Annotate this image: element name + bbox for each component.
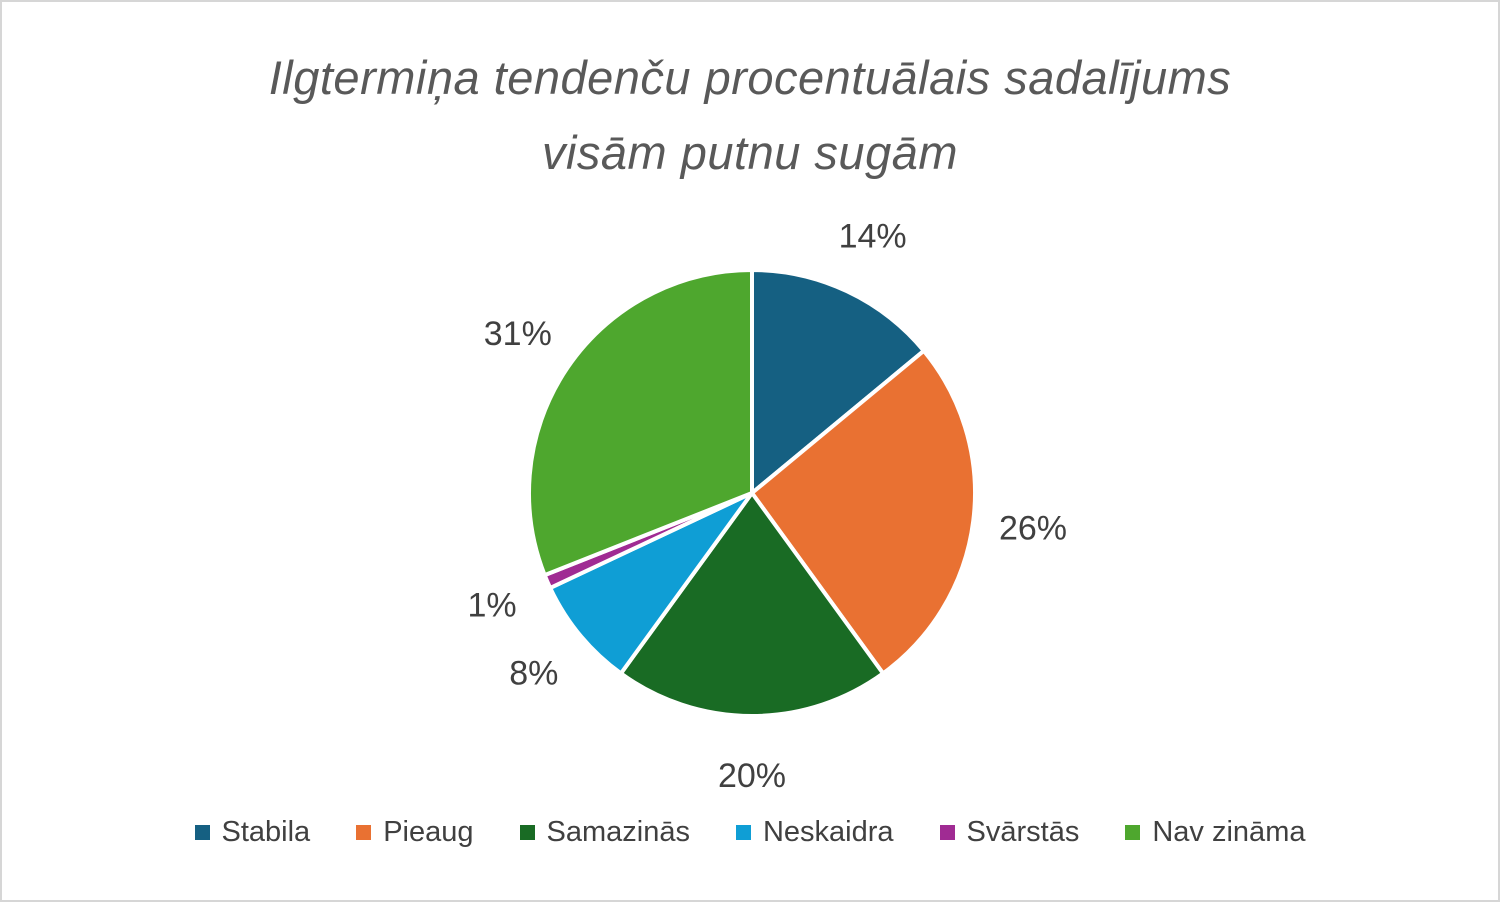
chart-title-line-2: visām putnu sugām	[541, 126, 959, 180]
legend-swatch	[939, 825, 955, 840]
pie-slice-stabila	[750, 268, 926, 495]
legend-item-pieaug: Pieaug	[356, 816, 474, 849]
pie-slice-pieaug	[750, 348, 977, 676]
legend-swatch	[1125, 825, 1141, 840]
legend-item-samazin-s: Samazinās	[519, 816, 690, 849]
legend-label: Svārstās	[966, 816, 1080, 848]
legend-item-stabila: Stabila	[194, 816, 311, 849]
legend-label: Samazinās	[546, 816, 690, 848]
data-label-sv-rst-s: 1%	[468, 587, 517, 625]
data-label-neskaidra: 8%	[509, 655, 558, 693]
legend: Stabila Pieaug Samazinās Neskaidra Svārstās N…	[2, 816, 1498, 849]
legend-label: Nav zināma	[1152, 816, 1306, 848]
legend-swatch	[735, 825, 751, 840]
legend-item-sv-rst-s: Svārstās	[939, 816, 1080, 849]
data-label-stabila: 14%	[839, 218, 907, 256]
pie-slice-neskaidra	[548, 491, 754, 676]
legend-item-neskaidra: Neskaidra	[735, 816, 894, 849]
legend-swatch	[194, 825, 210, 840]
legend-label: Pieaug	[383, 816, 474, 848]
pie-slice-samazin-s	[618, 491, 886, 718]
data-label-nav-zin-ma: 31%	[484, 315, 552, 353]
legend-swatch	[356, 825, 372, 840]
data-label-pieaug: 26%	[999, 510, 1067, 548]
legend-swatch	[519, 825, 535, 840]
chart-title-line-1: Ilgtermiņa tendenču procentuālais sadalī…	[268, 51, 1232, 104]
legend-item-nav-zin-ma: Nav zināma	[1125, 816, 1305, 849]
legend-label: Stabila	[221, 816, 311, 848]
data-label-samazin-s: 20%	[718, 757, 786, 795]
pie-slice-nav-zin-ma	[527, 268, 754, 578]
chart-title: Ilgtermiņa tendenču procentuālais sadalī…	[2, 40, 1498, 190]
legend-label: Neskaidra	[762, 816, 894, 848]
